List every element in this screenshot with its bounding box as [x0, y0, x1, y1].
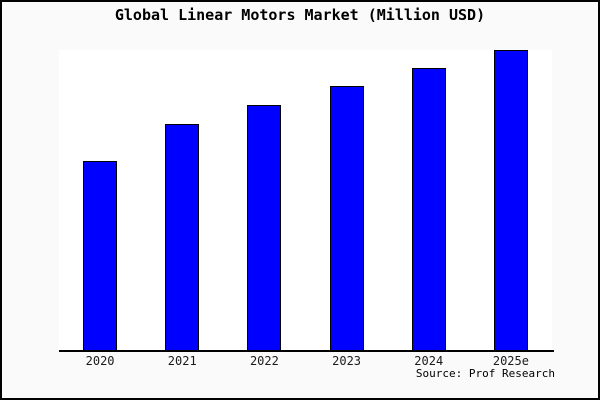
x-axis-line [59, 350, 554, 352]
bar-2021 [165, 124, 200, 350]
source-label: Source: Prof Research [415, 367, 555, 380]
x-tick-label-2021: 2021 [167, 354, 197, 368]
bar-2023 [329, 86, 364, 350]
plot-area [59, 50, 552, 350]
x-tick-label-2024: 2024 [414, 354, 444, 368]
x-tick-label-2022: 2022 [249, 354, 279, 368]
bar-2020 [83, 161, 118, 350]
bar-2025e [493, 50, 528, 350]
x-tick-label-2023: 2023 [332, 354, 362, 368]
bar-2022 [247, 105, 282, 350]
bar-2024 [411, 68, 446, 350]
chart-title: Global Linear Motors Market (Million USD… [114, 6, 486, 24]
x-axis-labels: 2020 2021 2022 2023 2024 2025e [59, 354, 552, 370]
x-tick-label-2020: 2020 [85, 354, 115, 368]
x-tick-label-2025e: 2025e [492, 354, 529, 368]
